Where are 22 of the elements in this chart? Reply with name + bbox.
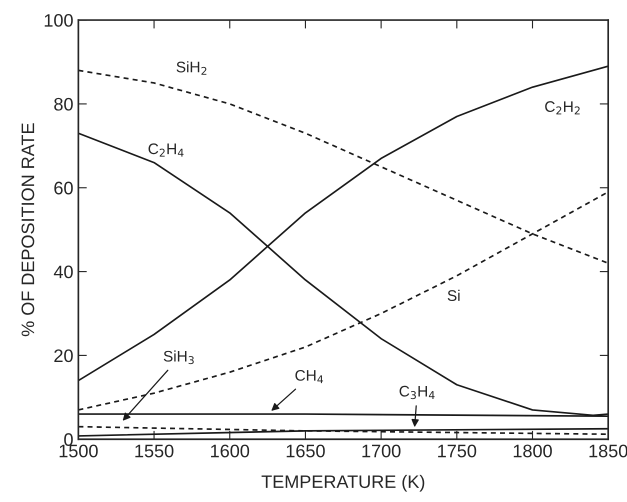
y-axis-title: % OF DEPOSITION RATE bbox=[21, 123, 34, 336]
x-tick-label: 1500 bbox=[60, 444, 98, 458]
annotation: SiH$_{3}$ bbox=[164, 350, 194, 364]
x-tick-label: 1600 bbox=[211, 444, 250, 458]
y-tick-label: 40 bbox=[54, 266, 73, 278]
annotation: CH$_{4}$ bbox=[295, 370, 324, 384]
y-tick-label: 100 bbox=[44, 14, 73, 27]
y-tick-label: 0 bbox=[64, 433, 73, 446]
x-tick-label: 1700 bbox=[362, 444, 401, 458]
annotation: SiH$_{2}$ bbox=[176, 61, 206, 75]
x-tick-label: 1650 bbox=[286, 444, 325, 458]
annotation: C$_{2}$H$_{4}$ bbox=[148, 143, 184, 157]
y-tick-label: 60 bbox=[54, 182, 73, 194]
x-tick-label: 1550 bbox=[135, 444, 174, 458]
y-tick-label: 20 bbox=[54, 349, 73, 362]
annotation: Si bbox=[448, 290, 460, 301]
annotation: C$_{2}$H$_{2}$ bbox=[545, 101, 580, 114]
annotation: C$_{3}$H$_{4}$ bbox=[400, 386, 435, 400]
x-axis-title: TEMPERATURE (K) bbox=[262, 474, 424, 492]
x-tick-label: 1750 bbox=[438, 444, 476, 458]
x-tick-label: 1800 bbox=[514, 444, 552, 458]
y-tick-label: 80 bbox=[54, 98, 73, 111]
